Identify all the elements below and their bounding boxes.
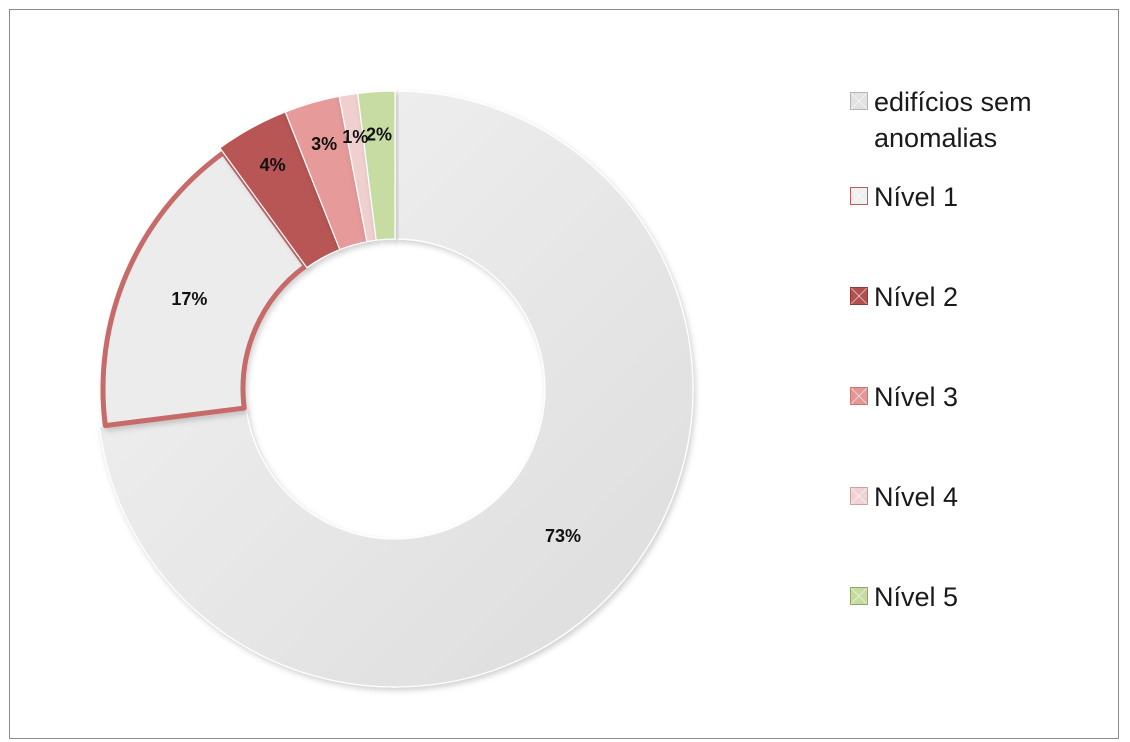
donut-slices: [98, 90, 694, 688]
legend-label: Nível 5: [874, 582, 959, 612]
data-label: 17%: [171, 289, 207, 309]
legend-item-nivel-5: Nível 5: [850, 579, 958, 615]
donut-data-labels: 73% 17% 4% 3% 1%2%: [171, 124, 581, 546]
square-swatch-icon: [850, 187, 868, 205]
legend-item-nivel-2: Nível 2: [850, 279, 958, 315]
square-swatch-icon: [850, 587, 868, 605]
data-label: 3%: [311, 134, 337, 154]
data-label: 1%: [342, 127, 368, 147]
legend-item-nivel-1: Nível 1: [850, 179, 958, 215]
legend-label: Nível 3: [874, 382, 959, 412]
slice-edif-cios-sem-anomalias: [98, 90, 694, 688]
legend-label: Nível 2: [874, 282, 959, 312]
legend-label: Nível 4: [874, 482, 959, 512]
legend-item-nivel-4: Nível 4: [850, 479, 958, 515]
data-label: 73%: [545, 526, 581, 546]
square-swatch-icon: [850, 487, 868, 505]
slice-n-vel-5: [357, 90, 396, 241]
legend-item-nivel-3: Nível 3: [850, 379, 958, 415]
square-swatch-icon: [850, 287, 868, 305]
legend-item-edificios-sem-anomalias: edifícios sem anomalias: [850, 84, 1032, 156]
legend-label: edifícios sem anomalias: [874, 87, 1032, 153]
legend-label: Nível 1: [874, 182, 959, 212]
slice-n-vel-1: [100, 150, 309, 429]
data-label: 4%: [260, 155, 286, 175]
square-swatch-icon: [850, 92, 868, 110]
data-label: 2%: [366, 124, 392, 144]
square-swatch-icon: [850, 387, 868, 405]
